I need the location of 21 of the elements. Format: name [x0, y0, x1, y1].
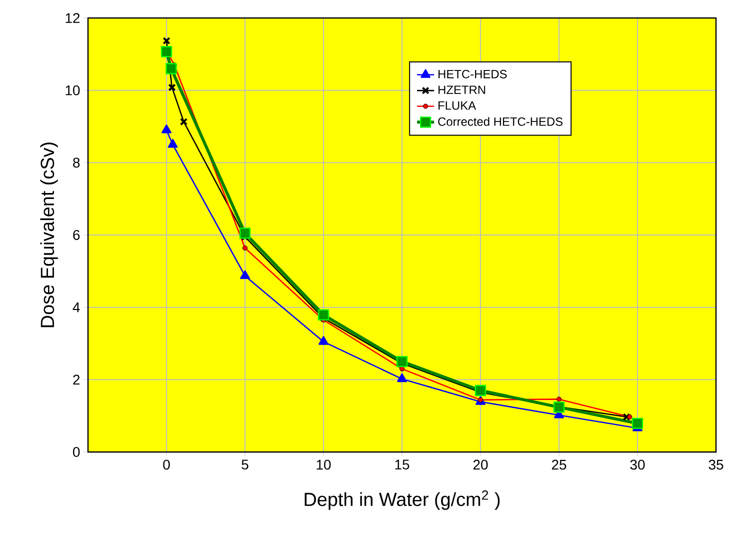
- y-axis-title: Dose Equivalent (cSv): [40, 142, 58, 328]
- y-tick-label: 10: [66, 85, 80, 96]
- y-tick-label: 8: [73, 158, 80, 168]
- y-tick-label: 4: [72, 302, 80, 312]
- x-tick-label: 15: [395, 460, 410, 470]
- x-tick-label: 20: [473, 460, 488, 470]
- x-tick-label: 0: [163, 460, 170, 470]
- y-tick-label: 6: [73, 230, 80, 240]
- y-tick-label: 0: [73, 447, 80, 457]
- legend-label: HETC-HEDS: [438, 70, 507, 78]
- x-tick-label: 35: [708, 460, 724, 470]
- y-tick-label: 12: [66, 13, 80, 23]
- legend-label: Corrected HETC-HEDS: [438, 117, 563, 126]
- y-tick-label: 2: [73, 374, 80, 385]
- x-tick-label: 25: [552, 460, 566, 470]
- x-tick-label: 5: [242, 460, 248, 470]
- legend-label: FLUKA: [438, 101, 476, 110]
- x-tick-label: 30: [630, 460, 645, 470]
- legend-label: HZETRN: [438, 86, 486, 94]
- x-tick-label: 10: [316, 460, 331, 470]
- x-axis-title: Depth in Water (g/cm$^{2}$ ): [304, 490, 500, 510]
